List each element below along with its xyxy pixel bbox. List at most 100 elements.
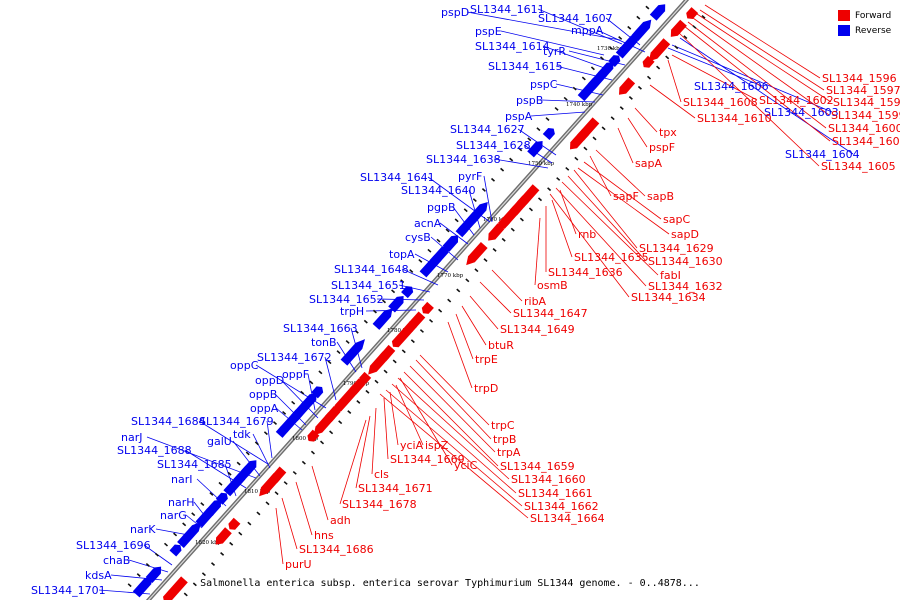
reverse-gene-label[interactable]: SL1344_1604 (785, 148, 860, 161)
reverse-gene-feature[interactable] (169, 544, 182, 557)
forward-gene-feature[interactable] (166, 576, 188, 600)
reverse-gene-label[interactable]: pspD (441, 6, 469, 19)
forward-gene-feature[interactable] (338, 384, 360, 408)
reverse-gene-feature[interactable] (615, 32, 641, 59)
forward-gene-label[interactable]: SL1344_1686 (299, 543, 374, 556)
reverse-gene-feature[interactable] (132, 576, 153, 598)
forward-gene-label[interactable]: sapA (635, 157, 662, 170)
reverse-gene-feature[interactable] (388, 296, 404, 313)
reverse-gene-feature[interactable] (280, 406, 305, 433)
forward-gene-label[interactable]: SL1344_1605 (821, 160, 896, 173)
forward-gene-label[interactable]: SL1344_1630 (648, 255, 723, 268)
reverse-gene-label[interactable]: SL1344_1614 (475, 40, 550, 53)
forward-gene-feature[interactable] (334, 399, 347, 412)
forward-gene-label[interactable]: trpB (493, 433, 516, 446)
legend-reverse[interactable]: Reverse (838, 25, 891, 37)
reverse-gene-label[interactable]: SL1344_1684 (131, 415, 206, 428)
forward-gene-label[interactable]: SL1344_1610 (697, 112, 772, 125)
reverse-gene-label[interactable]: pspA (505, 110, 533, 123)
reverse-gene-label[interactable]: SL1344_1701 (31, 584, 106, 597)
forward-gene-feature[interactable] (648, 38, 671, 62)
reverse-gene-feature[interactable] (419, 250, 444, 278)
forward-gene-feature[interactable] (359, 371, 372, 384)
gene-features[interactable] (127, 0, 706, 600)
forward-gene-feature[interactable] (163, 590, 175, 600)
forward-gene-label[interactable]: SL1344_1602 (759, 94, 834, 107)
forward-gene-label[interactable]: SL1344_1598 (833, 96, 900, 109)
forward-gene-feature[interactable] (368, 351, 390, 375)
reverse-gene-label[interactable]: SL1344_1641 (360, 171, 435, 184)
reverse-gene-label[interactable]: chaB (103, 554, 130, 567)
reverse-gene-label[interactable]: SL1344_1638 (426, 153, 501, 166)
reverse-gene-feature[interactable] (608, 55, 621, 67)
reverse-gene-label[interactable]: galU (207, 435, 232, 448)
reverse-gene-label[interactable]: SL1344_1607 (538, 12, 613, 25)
forward-gene-feature[interactable] (307, 429, 320, 442)
reverse-gene-label[interactable]: acnA (414, 217, 442, 230)
reverse-gene-label[interactable]: narK (130, 523, 156, 536)
forward-gene-label[interactable]: ribA (524, 295, 547, 308)
forward-gene-feature[interactable] (466, 242, 488, 266)
forward-gene-label[interactable]: SL1344_1636 (548, 266, 623, 279)
reverse-gene-feature[interactable] (275, 425, 288, 438)
forward-gene-label[interactable]: SL1344_1596 (822, 72, 897, 85)
reverse-gene-label[interactable]: SL1344_1672 (257, 351, 332, 364)
reverse-gene-feature[interactable] (311, 386, 324, 399)
forward-gene-feature[interactable] (686, 7, 699, 19)
forward-gene-label[interactable]: SL1344_1659 (500, 460, 575, 473)
forward-gene-label[interactable]: fabI (660, 269, 681, 282)
reverse-gene-label[interactable]: pspE (475, 25, 502, 38)
forward-gene-label[interactable]: SL1344_1634 (631, 291, 706, 304)
reverse-gene-label[interactable]: narI (171, 473, 192, 486)
reverse-gene-label[interactable]: SL1344_1688 (117, 444, 192, 457)
forward-gene-label[interactable]: trpD (474, 382, 498, 395)
forward-gene-label[interactable]: purU (285, 558, 312, 571)
forward-gene-label[interactable]: sapD (671, 228, 699, 241)
reverse-gene-label[interactable]: kdsA (85, 569, 112, 582)
forward-gene-label[interactable]: SL1344_1661 (518, 487, 593, 500)
forward-gene-label[interactable]: SL1344_1660 (511, 473, 586, 486)
reverse-gene-label[interactable]: oppB (249, 388, 277, 401)
forward-gene-label[interactable]: SL1344_1671 (358, 482, 433, 495)
forward-gene-feature[interactable] (488, 223, 505, 241)
forward-gene-label[interactable]: SL1344_1669 (390, 453, 465, 466)
forward-gene-label[interactable]: yciC (454, 459, 478, 472)
forward-gene-label[interactable]: SL1344_1632 (648, 280, 723, 293)
reverse-gene-label[interactable]: SL1344_1651 (331, 279, 406, 292)
reverse-gene-label[interactable]: oppC (230, 359, 259, 372)
forward-gene-label[interactable]: btuR (488, 339, 514, 352)
forward-gene-label[interactable]: SL1344_1629 (639, 242, 714, 255)
forward-gene-label[interactable]: tpx (659, 126, 677, 139)
reverse-gene-label[interactable]: cysB (405, 231, 431, 244)
forward-gene-label[interactable]: SL1344_1678 (342, 498, 417, 511)
reverse-gene-feature[interactable] (401, 286, 414, 299)
forward-gene-label[interactable]: SL1344_1601 (832, 135, 900, 148)
forward-gene-feature[interactable] (395, 321, 417, 345)
reverse-gene-feature[interactable] (527, 141, 543, 158)
reverse-gene-label[interactable]: pgpB (427, 201, 456, 214)
reverse-gene-label[interactable]: SL1344_1663 (283, 322, 358, 335)
forward-gene-label[interactable]: trpE (475, 353, 498, 366)
reverse-gene-label[interactable]: narH (168, 496, 195, 509)
reverse-gene-label[interactable]: narJ (121, 431, 142, 444)
reverse-gene-label[interactable]: SL1344_1652 (309, 293, 384, 306)
forward-gene-feature[interactable] (642, 55, 655, 68)
reverse-gene-feature[interactable] (455, 225, 468, 238)
forward-gene-label[interactable]: rnb (578, 228, 596, 241)
forward-gene-label[interactable]: SL1344_1635 (574, 251, 649, 264)
forward-gene-label[interactable]: SL1344_1599 (831, 109, 900, 122)
legend-forward[interactable]: Forward (838, 10, 891, 22)
forward-gene-feature[interactable] (391, 335, 404, 348)
forward-gene-feature[interactable] (421, 301, 434, 314)
reverse-gene-label[interactable]: mppA (571, 24, 604, 37)
reverse-gene-feature[interactable] (223, 469, 248, 497)
forward-gene-label[interactable]: osmB (537, 279, 568, 292)
reverse-gene-label[interactable]: SL1344_1685 (157, 458, 232, 471)
forward-gene-label[interactable]: SL1344_1600 (828, 122, 900, 135)
reverse-gene-feature[interactable] (177, 521, 202, 549)
reverse-gene-label[interactable]: SL1344_1606 (694, 80, 769, 93)
forward-gene-label[interactable]: sapF (613, 190, 639, 203)
forward-gene-feature[interactable] (619, 77, 636, 95)
reverse-gene-label[interactable]: SL1344_1640 (401, 184, 476, 197)
